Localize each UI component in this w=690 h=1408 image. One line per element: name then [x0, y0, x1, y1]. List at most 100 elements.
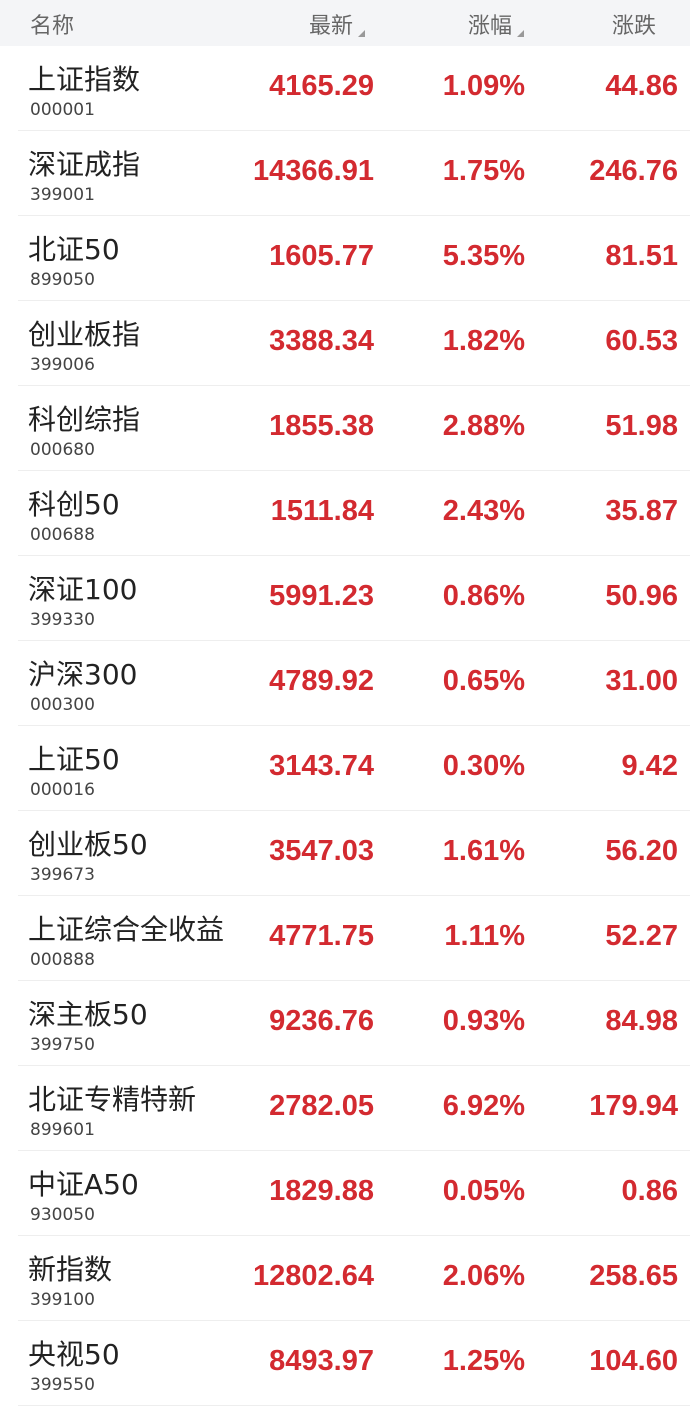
latest-price: 14366.91 [253, 155, 374, 187]
index-code: 399750 [30, 1035, 95, 1055]
index-code: 000688 [30, 525, 95, 545]
index-name: 科创50 [28, 488, 120, 521]
change-percent: 2.43% [442, 495, 525, 527]
index-code: 399001 [30, 185, 95, 205]
change-percent: 1.82% [442, 325, 525, 357]
index-code: 000300 [30, 695, 95, 715]
change-amount: 50.96 [605, 580, 678, 612]
index-name: 创业板50 [28, 828, 148, 861]
change-amount: 81.51 [605, 240, 678, 272]
index-name: 创业板指 [28, 318, 141, 351]
latest-price: 5991.23 [269, 580, 374, 612]
index-code: 000680 [30, 440, 95, 460]
column-pct-sort[interactable]: 涨幅 [467, 14, 512, 39]
index-code: 399100 [30, 1290, 95, 1310]
change-amount: 51.98 [605, 410, 678, 442]
index-code: 000016 [30, 780, 95, 800]
table-row[interactable]: 新指数 399100 12802.64 2.06% 258.65 [18, 1236, 690, 1321]
change-percent: 1.11% [444, 920, 525, 952]
change-percent: 0.93% [442, 1005, 525, 1037]
latest-price: 3388.34 [269, 325, 374, 357]
change-amount: 9.42 [621, 750, 678, 782]
index-code: 899601 [30, 1120, 95, 1140]
column-latest-sort[interactable]: 最新 [308, 14, 353, 39]
latest-price: 1605.77 [269, 240, 374, 272]
index-list: 上证指数 000001 4165.29 1.09% 44.86 深证成指 3990… [0, 46, 690, 1406]
change-percent: 1.25% [442, 1345, 525, 1377]
latest-price: 12802.64 [253, 1260, 374, 1292]
table-row[interactable]: 科创50 000688 1511.84 2.43% 35.87 [18, 471, 690, 556]
table-row[interactable]: 上证指数 000001 4165.29 1.09% 44.86 [18, 46, 690, 131]
change-percent: 1.61% [442, 835, 525, 867]
change-amount: 84.98 [605, 1005, 678, 1037]
change-percent: 6.92% [442, 1090, 525, 1122]
latest-price: 3143.74 [269, 750, 374, 782]
change-percent: 2.06% [442, 1260, 525, 1292]
sort-icon [517, 30, 524, 37]
latest-price: 4789.92 [269, 665, 374, 697]
index-name: 上证指数 [28, 63, 141, 96]
index-name: 深证100 [28, 573, 138, 606]
change-percent: 1.75% [442, 155, 525, 187]
index-name: 科创综指 [28, 403, 141, 436]
change-percent: 1.09% [442, 70, 525, 102]
index-name: 中证A50 [28, 1168, 139, 1201]
change-amount: 60.53 [605, 325, 678, 357]
latest-price: 2782.05 [269, 1090, 374, 1122]
index-code: 399330 [30, 610, 95, 630]
column-change-sort[interactable]: 涨跌 [611, 14, 656, 39]
change-amount: 0.86 [621, 1175, 678, 1207]
table-row[interactable]: 北证专精特新 899601 2782.05 6.92% 179.94 [18, 1066, 690, 1151]
table-row[interactable]: 深证成指 399001 14366.91 1.75% 246.76 [18, 131, 690, 216]
change-amount: 44.86 [605, 70, 678, 102]
index-name: 沪深300 [28, 658, 138, 691]
change-amount: 258.65 [589, 1260, 678, 1292]
change-amount: 179.94 [589, 1090, 678, 1122]
table-row[interactable]: 上证综合全收益 000888 4771.75 1.11% 52.27 [18, 896, 690, 981]
change-percent: 0.30% [442, 750, 525, 782]
change-percent: 0.86% [442, 580, 525, 612]
table-header: 名称 最新 涨幅 涨跌 [0, 0, 690, 46]
latest-price: 1829.88 [269, 1175, 374, 1207]
change-percent: 5.35% [442, 240, 525, 272]
index-code: 399673 [30, 865, 95, 885]
latest-price: 1511.84 [270, 495, 374, 527]
latest-price: 3547.03 [269, 835, 374, 867]
change-percent: 0.65% [442, 665, 525, 697]
index-code: 399550 [30, 1375, 95, 1395]
table-row[interactable]: 创业板50 399673 3547.03 1.61% 56.20 [18, 811, 690, 896]
table-row[interactable]: 北证50 899050 1605.77 5.35% 81.51 [18, 216, 690, 301]
index-code: 000001 [30, 100, 95, 120]
change-amount: 104.60 [589, 1345, 678, 1377]
index-name: 上证综合全收益 [28, 913, 225, 946]
table-row[interactable]: 上证50 000016 3143.74 0.30% 9.42 [18, 726, 690, 811]
index-code: 399006 [30, 355, 95, 375]
index-name: 北证50 [28, 233, 120, 266]
change-amount: 35.87 [605, 495, 678, 527]
change-percent: 2.88% [442, 410, 525, 442]
table-row[interactable]: 沪深300 000300 4789.92 0.65% 31.00 [18, 641, 690, 726]
latest-price: 4771.75 [269, 920, 374, 952]
change-amount: 56.20 [605, 835, 678, 867]
change-amount: 52.27 [605, 920, 678, 952]
sort-icon [358, 30, 365, 37]
index-code: 930050 [30, 1205, 95, 1225]
table-row[interactable]: 深证100 399330 5991.23 0.86% 50.96 [18, 556, 690, 641]
index-name: 深证成指 [28, 148, 141, 181]
change-amount: 31.00 [605, 665, 678, 697]
index-name: 北证专精特新 [28, 1083, 197, 1116]
index-name: 深主板50 [28, 998, 148, 1031]
table-row[interactable]: 中证A50 930050 1829.88 0.05% 0.86 [18, 1151, 690, 1236]
index-code: 899050 [30, 270, 95, 290]
latest-price: 9236.76 [269, 1005, 374, 1037]
index-name: 上证50 [28, 743, 120, 776]
latest-price: 8493.97 [269, 1345, 374, 1377]
table-row[interactable]: 深主板50 399750 9236.76 0.93% 84.98 [18, 981, 690, 1066]
table-row[interactable]: 央视50 399550 8493.97 1.25% 104.60 [18, 1321, 690, 1406]
index-code: 000888 [30, 950, 95, 970]
table-row[interactable]: 创业板指 399006 3388.34 1.82% 60.53 [18, 301, 690, 386]
index-name: 新指数 [28, 1253, 113, 1286]
table-row[interactable]: 科创综指 000680 1855.38 2.88% 51.98 [18, 386, 690, 471]
index-name: 央视50 [28, 1338, 120, 1371]
latest-price: 1855.38 [269, 410, 374, 442]
